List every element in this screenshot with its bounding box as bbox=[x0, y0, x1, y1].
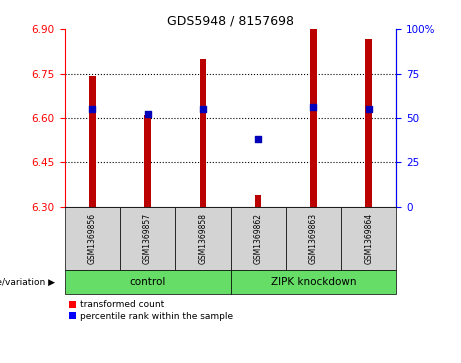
Text: GSM1369858: GSM1369858 bbox=[198, 213, 207, 264]
Text: GSM1369857: GSM1369857 bbox=[143, 213, 152, 264]
Bar bbox=[310, 29, 317, 207]
Text: GSM1369863: GSM1369863 bbox=[309, 213, 318, 264]
Bar bbox=[366, 40, 372, 207]
Bar bbox=[230, 207, 286, 270]
Text: ZIPK knockdown: ZIPK knockdown bbox=[271, 277, 356, 287]
Legend: transformed count, percentile rank within the sample: transformed count, percentile rank withi… bbox=[69, 300, 233, 321]
Point bbox=[144, 111, 151, 117]
Title: GDS5948 / 8157698: GDS5948 / 8157698 bbox=[167, 15, 294, 28]
Text: control: control bbox=[130, 277, 165, 287]
Bar bbox=[89, 77, 95, 207]
Point bbox=[365, 106, 372, 112]
Text: GSM1369862: GSM1369862 bbox=[254, 213, 263, 264]
Bar bbox=[65, 270, 230, 294]
Bar bbox=[120, 207, 175, 270]
Bar bbox=[286, 207, 341, 270]
Point bbox=[254, 136, 262, 142]
Bar bbox=[255, 195, 261, 207]
Bar bbox=[144, 115, 151, 207]
Point bbox=[199, 106, 207, 112]
Text: genotype/variation ▶: genotype/variation ▶ bbox=[0, 278, 55, 287]
Bar bbox=[200, 59, 206, 207]
Point bbox=[89, 106, 96, 112]
Text: GSM1369864: GSM1369864 bbox=[364, 213, 373, 264]
Text: GSM1369856: GSM1369856 bbox=[88, 213, 97, 264]
Bar bbox=[175, 207, 230, 270]
Point bbox=[310, 105, 317, 110]
Bar bbox=[230, 270, 396, 294]
Bar bbox=[65, 207, 120, 270]
Bar bbox=[341, 207, 396, 270]
